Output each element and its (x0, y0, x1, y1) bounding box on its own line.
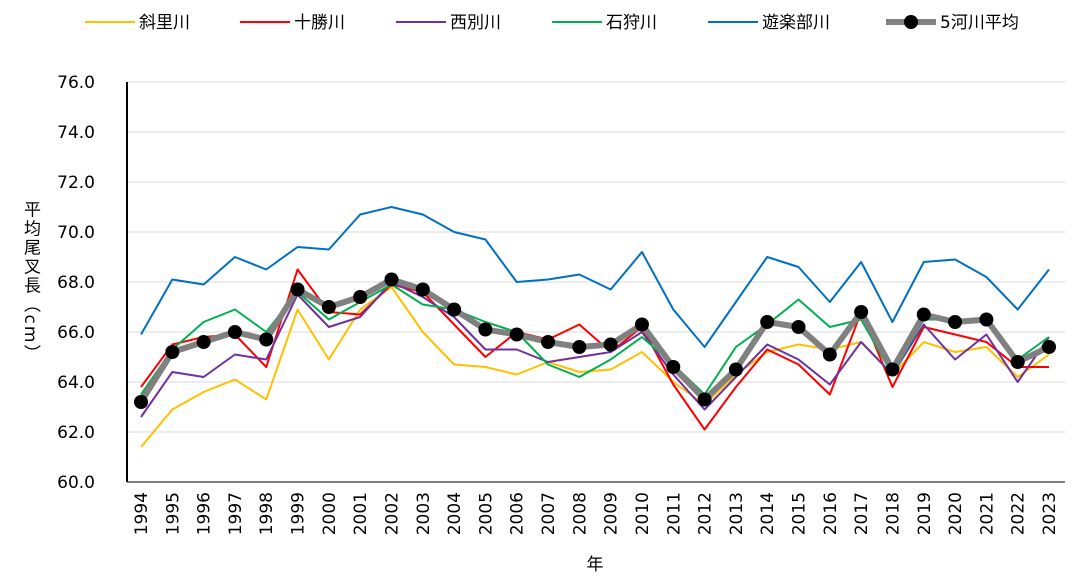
x-tick-label: 2019 (915, 492, 935, 535)
y-tick-label: 64.0 (57, 373, 95, 393)
legend-marker (904, 15, 918, 29)
series-marker (165, 345, 180, 359)
x-tick-label: 1995 (163, 492, 183, 535)
series-marker (447, 302, 462, 317)
x-tick-label: 1998 (257, 492, 277, 535)
y-tick-label: 72.0 (57, 173, 95, 193)
x-tick-label: 1996 (195, 492, 215, 535)
series-marker (916, 307, 931, 322)
series-line (140, 206, 1050, 348)
series-marker (854, 305, 869, 319)
series-marker (541, 335, 556, 349)
x-tick-label: 2008 (570, 492, 590, 535)
x-tick-label: 2013 (727, 492, 747, 535)
series-marker (822, 347, 837, 362)
series-line (138, 276, 1051, 404)
series-marker (196, 335, 211, 349)
series-marker (353, 290, 368, 304)
legend-label: 5河川平均 (940, 13, 1019, 33)
series-marker (415, 282, 430, 297)
x-tick-label: 2001 (351, 492, 371, 535)
series-line (140, 268, 1049, 431)
series-marker (760, 315, 775, 329)
legend-label: 斜里川 (139, 13, 190, 33)
series-marker (290, 282, 305, 297)
x-tick-label: 2015 (790, 492, 810, 535)
y-tick-label: 60.0 (57, 473, 95, 493)
legend-label: 西別川 (450, 13, 501, 33)
y-tick-label: 68.0 (57, 273, 95, 293)
series-marker (1042, 340, 1056, 354)
y-tick-label: 70.0 (57, 223, 95, 243)
y-axis-label: 平均尾叉長（cm） (20, 201, 41, 364)
x-tick-label: 1999 (289, 492, 309, 535)
series-marker (603, 337, 618, 352)
x-tick-label: 2007 (539, 492, 559, 535)
y-tick-label: 66.0 (57, 323, 95, 343)
series-line (140, 286, 1050, 448)
series-marker (478, 322, 493, 337)
series-marker (134, 395, 148, 409)
y-tick-label: 62.0 (57, 423, 95, 443)
legend-label: 遊楽部川 (762, 13, 830, 33)
x-tick-label: 2003 (414, 492, 434, 535)
legend-label: 石狩川 (606, 13, 657, 33)
x-tick-label: 2021 (977, 492, 997, 535)
x-tick-label: 2014 (758, 492, 778, 535)
x-tick-label: 2000 (320, 492, 340, 535)
series-marker (509, 327, 524, 342)
x-tick-label: 1994 (132, 492, 152, 535)
x-tick-label: 2023 (1040, 492, 1060, 535)
x-tick-label: 2010 (633, 492, 653, 535)
x-tick-label: 2005 (476, 492, 496, 535)
x-tick-label: 2016 (821, 492, 841, 535)
series-marker (979, 312, 994, 327)
series-marker (634, 317, 649, 332)
x-tick-label: 2002 (382, 492, 402, 535)
x-tick-label: 2011 (664, 492, 684, 535)
y-tick-label: 74.0 (57, 123, 95, 143)
x-tick-label: 1997 (226, 492, 246, 535)
x-tick-label: 2004 (445, 492, 465, 535)
x-tick-label: 2009 (602, 492, 622, 535)
series-marker (227, 325, 242, 339)
series-marker (321, 300, 336, 314)
series-marker (666, 360, 681, 374)
series-marker (791, 320, 806, 334)
series-marker (885, 362, 900, 377)
y-tick-label: 76.0 (57, 73, 95, 93)
x-tick-label: 2006 (508, 492, 528, 535)
series-marker (697, 392, 712, 407)
series-marker (728, 362, 743, 377)
series-marker (572, 340, 587, 354)
x-tick-label: 2018 (883, 492, 903, 535)
x-tick-label: 2022 (1009, 492, 1029, 535)
series-marker (384, 272, 399, 287)
series-marker (259, 332, 274, 347)
x-tick-label: 2020 (946, 492, 966, 535)
x-axis-label: 年 (587, 555, 604, 575)
series-marker (948, 315, 963, 329)
legend-label: 十勝川 (294, 13, 345, 33)
x-tick-label: 2012 (696, 492, 716, 535)
series-marker (1010, 355, 1025, 369)
x-tick-label: 2017 (852, 492, 872, 535)
